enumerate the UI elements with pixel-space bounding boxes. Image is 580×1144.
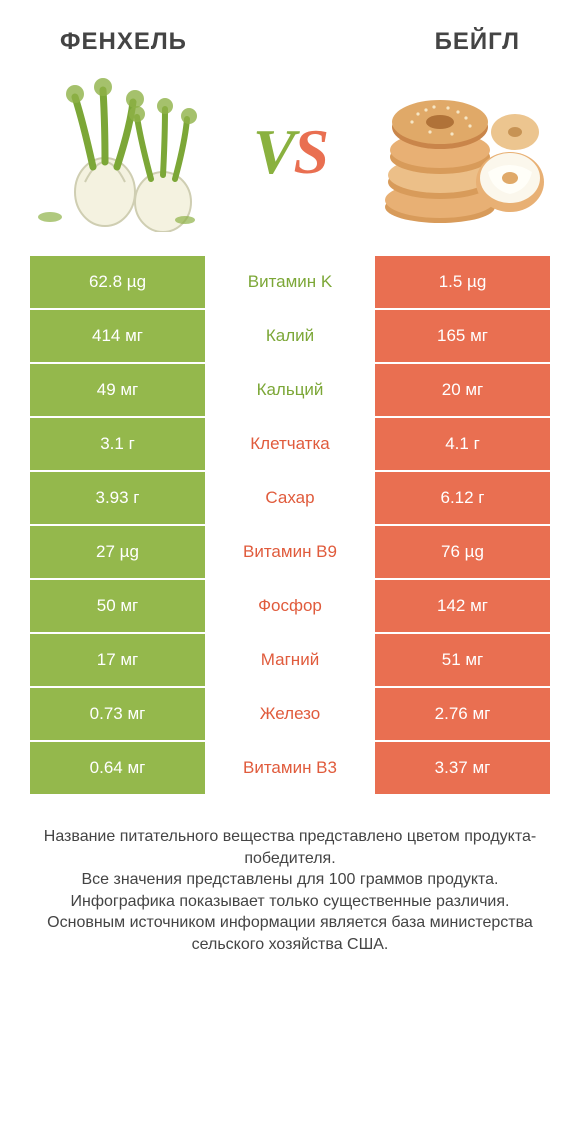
nutrient-label: Сахар bbox=[205, 472, 375, 524]
table-row: 17 мгМагний51 мг bbox=[30, 634, 550, 688]
value-right: 20 мг bbox=[375, 364, 550, 416]
hero-row: VS bbox=[0, 56, 580, 256]
nutrient-label: Калий bbox=[205, 310, 375, 362]
table-row: 414 мгКалий165 мг bbox=[30, 310, 550, 364]
footer-line: Название питательного вещества представл… bbox=[30, 826, 550, 869]
product-image-left bbox=[30, 72, 210, 232]
nutrient-label: Кальций bbox=[205, 364, 375, 416]
footer-line: Инфографика показывает только существенн… bbox=[30, 891, 550, 913]
value-left: 414 мг bbox=[30, 310, 205, 362]
value-left: 0.73 мг bbox=[30, 688, 205, 740]
table-row: 49 мгКальций20 мг bbox=[30, 364, 550, 418]
table-row: 3.1 гКлетчатка4.1 г bbox=[30, 418, 550, 472]
comparison-table: 62.8 µgВитамин K1.5 µg414 мгКалий165 мг4… bbox=[0, 256, 580, 796]
value-left: 17 мг bbox=[30, 634, 205, 686]
footer-line: Все значения представлены для 100 граммо… bbox=[30, 869, 550, 891]
value-right: 76 µg bbox=[375, 526, 550, 578]
nutrient-label: Железо bbox=[205, 688, 375, 740]
value-right: 142 мг bbox=[375, 580, 550, 632]
value-left: 49 мг bbox=[30, 364, 205, 416]
value-right: 165 мг bbox=[375, 310, 550, 362]
value-left: 62.8 µg bbox=[30, 256, 205, 308]
value-right: 6.12 г bbox=[375, 472, 550, 524]
value-left: 3.93 г bbox=[30, 472, 205, 524]
product-image-right bbox=[370, 72, 550, 232]
table-row: 0.64 мгВитамин B33.37 мг bbox=[30, 742, 550, 796]
value-right: 4.1 г bbox=[375, 418, 550, 470]
title-right: БЕЙГЛ bbox=[435, 28, 520, 56]
fennel-icon bbox=[30, 72, 210, 232]
value-right: 51 мг bbox=[375, 634, 550, 686]
value-left: 0.64 мг bbox=[30, 742, 205, 794]
title-left: ФЕНХЕЛЬ bbox=[60, 28, 187, 56]
value-left: 3.1 г bbox=[30, 418, 205, 470]
nutrient-label: Витамин B9 bbox=[205, 526, 375, 578]
footer-line: Основным источником информации является … bbox=[30, 912, 550, 955]
table-row: 50 мгФосфор142 мг bbox=[30, 580, 550, 634]
nutrient-label: Витамин K bbox=[205, 256, 375, 308]
infographic-root: ФЕНХЕЛЬ БЕЙГЛ bbox=[0, 0, 580, 1144]
table-row: 0.73 мгЖелезо2.76 мг bbox=[30, 688, 550, 742]
value-left: 27 µg bbox=[30, 526, 205, 578]
value-right: 2.76 мг bbox=[375, 688, 550, 740]
nutrient-label: Фосфор bbox=[205, 580, 375, 632]
footer-notes: Название питательного вещества представл… bbox=[0, 796, 580, 956]
vs-label: VS bbox=[253, 115, 327, 189]
nutrient-label: Магний bbox=[205, 634, 375, 686]
vs-v: V bbox=[253, 116, 294, 187]
value-left: 50 мг bbox=[30, 580, 205, 632]
bagel-icon bbox=[370, 72, 550, 232]
value-right: 3.37 мг bbox=[375, 742, 550, 794]
table-row: 27 µgВитамин B976 µg bbox=[30, 526, 550, 580]
table-row: 3.93 гСахар6.12 г bbox=[30, 472, 550, 526]
value-right: 1.5 µg bbox=[375, 256, 550, 308]
table-row: 62.8 µgВитамин K1.5 µg bbox=[30, 256, 550, 310]
title-row: ФЕНХЕЛЬ БЕЙГЛ bbox=[0, 0, 580, 56]
vs-s: S bbox=[294, 116, 328, 187]
nutrient-label: Витамин B3 bbox=[205, 742, 375, 794]
nutrient-label: Клетчатка bbox=[205, 418, 375, 470]
